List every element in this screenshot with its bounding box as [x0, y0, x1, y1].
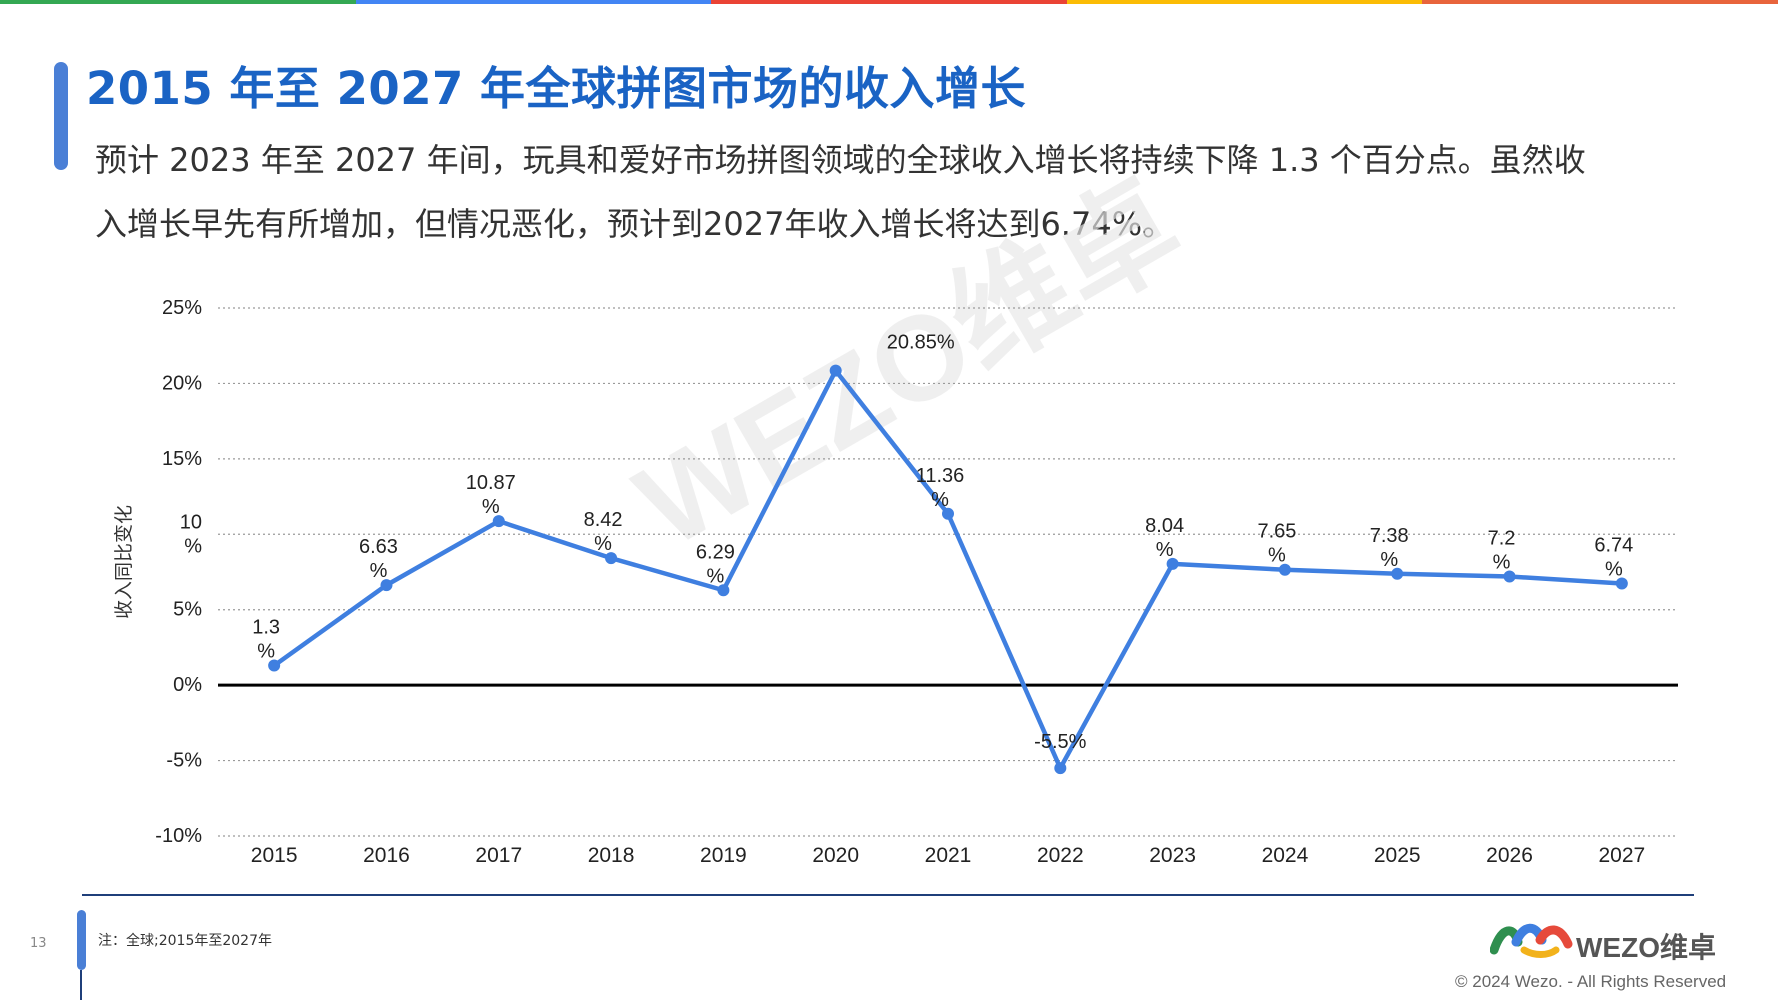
data-label: 8.04% [1145, 515, 1184, 561]
y-tick-label: 25% [162, 297, 202, 319]
x-tick-label: 2016 [363, 844, 410, 867]
copyright: © 2024 Wezo. - All Rights Reserved [1455, 972, 1727, 991]
x-tick-label: 2021 [925, 844, 972, 867]
data-point [492, 515, 505, 528]
top-bar-segment-red [711, 0, 1067, 4]
x-tick-label: 2019 [700, 844, 747, 867]
y-tick-label: -10% [155, 825, 202, 847]
data-point [380, 579, 393, 592]
data-label: 20.85% [887, 332, 955, 354]
x-tick-label: 2018 [588, 844, 635, 867]
data-point [1615, 577, 1628, 590]
company-logo: WEZO维卓 [1490, 920, 1720, 963]
series-line [271, 368, 1625, 771]
footnote: 注：全球;2015年至2027年 [98, 933, 272, 949]
x-tick-label: 2026 [1486, 844, 1533, 867]
data-point [717, 584, 730, 597]
title-accent-bar [54, 62, 68, 170]
data-label: 10.87% [466, 472, 516, 518]
data-label: 7.65% [1257, 521, 1296, 567]
footer-divider [82, 894, 1694, 896]
page-subtitle: 预计 2023 年至 2027 年间，玩具和爱好市场拼图领域的全球收入增长将持续… [95, 141, 1586, 243]
top-bar-segment-orange [1422, 0, 1778, 4]
data-point [1166, 557, 1179, 570]
top-bar-segment-yellow [1066, 0, 1423, 4]
y-tick-label: -5% [166, 750, 202, 772]
data-point [1391, 567, 1404, 580]
y-tick-label: 0% [173, 674, 202, 696]
data-label: 8.42% [584, 509, 623, 555]
y-tick-label: 5% [173, 599, 202, 621]
data-point [1054, 762, 1067, 775]
x-tick-label: 2020 [812, 844, 859, 867]
line-chart: 25% 20% 15% 10 % 5% 0% -5% -10% 2015 2016 2017 2018 2… [113, 297, 1678, 867]
logo-text: WEZO维卓 [1576, 932, 1716, 963]
data-label: 1.3% [252, 617, 280, 663]
y-tick-label: 10% [180, 511, 202, 557]
note-accent-line [80, 970, 82, 1000]
data-label: -5.5% [1034, 731, 1086, 753]
data-label: 7.38% [1370, 525, 1409, 571]
page-number: 13 [30, 936, 47, 951]
data-point [1503, 570, 1516, 583]
top-bar-segment-blue [355, 0, 712, 4]
x-tick-label: 2023 [1149, 844, 1196, 867]
data-label: 7.2% [1488, 528, 1516, 574]
top-bar-segment-green [0, 0, 356, 4]
x-tick-label: 2024 [1262, 844, 1309, 867]
x-tick-label: 2022 [1037, 844, 1084, 867]
x-tick-label: 2027 [1598, 844, 1645, 867]
top-color-bar [0, 0, 1778, 4]
x-tick-label: 2015 [251, 844, 298, 867]
x-tick-label: 2017 [475, 844, 522, 867]
y-tick-label: 15% [162, 448, 202, 470]
data-label: 6.29% [696, 541, 735, 587]
data-label: 6.74% [1594, 534, 1633, 580]
data-point [829, 364, 842, 377]
data-point [268, 659, 281, 672]
y-axis-title: 收入同比变化 [113, 505, 135, 619]
y-tick-label: 20% [162, 372, 202, 394]
page-title: 2015 年至 2027 年全球拼图市场的收入增长 [86, 62, 1026, 115]
data-point [1278, 563, 1291, 576]
note-accent-bar [77, 910, 86, 970]
data-point [942, 507, 954, 520]
x-tick-label: 2025 [1374, 844, 1421, 867]
data-label: 11.36% [916, 465, 965, 511]
wezo-logo-icon [1490, 923, 1573, 958]
data-point [605, 552, 618, 565]
data-label: 6.63% [359, 536, 398, 582]
